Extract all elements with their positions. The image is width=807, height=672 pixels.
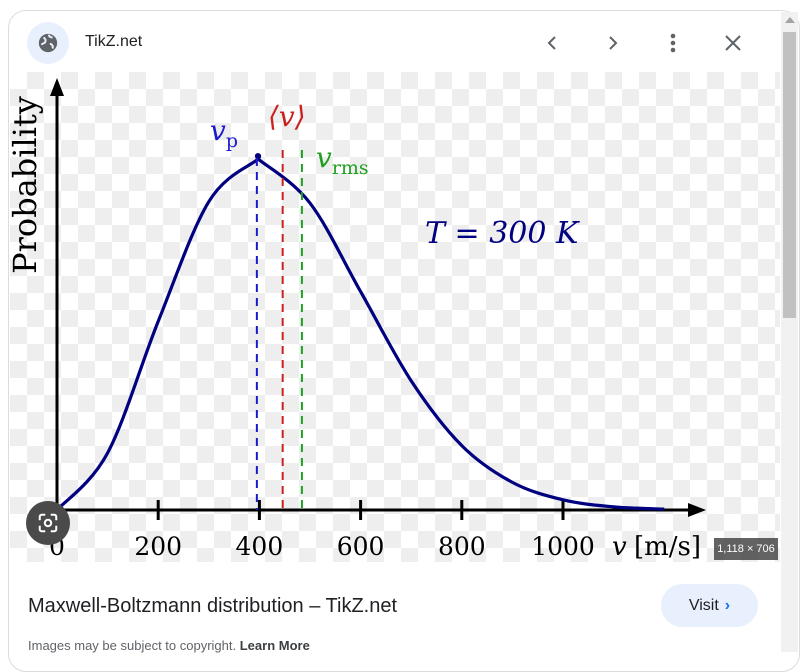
x-tick-label: 400 (236, 532, 284, 561)
visit-button[interactable]: Visit › (661, 584, 758, 627)
y-axis-arrow (50, 78, 64, 96)
preview-image[interactable] (10, 72, 780, 562)
visit-label: Visit (688, 596, 719, 614)
copyright-notice: Images may be subject to copyright. Lear… (28, 638, 310, 653)
temperature-annotation: T = 300 K (425, 216, 580, 251)
google-lens-button[interactable] (26, 501, 70, 545)
result-title[interactable]: Maxwell-Boltzmann distribution – TikZ.ne… (28, 595, 398, 617)
x-axis-unit: [m/s] (634, 532, 701, 562)
image-dimensions-badge: 1,118 × 706 (714, 538, 778, 560)
x-tick-label: 800 (438, 532, 486, 561)
scrollbar[interactable] (781, 12, 798, 652)
x-tick-label: 1000 (531, 532, 595, 561)
distribution-curve (55, 153, 665, 512)
y-axis-label: Probability (6, 96, 44, 274)
marker-label-2: vrms (316, 141, 369, 179)
lens-icon (38, 513, 58, 533)
scroll-up-icon[interactable] (785, 17, 795, 23)
globe-icon (27, 22, 69, 64)
more-vert-icon[interactable] (658, 28, 688, 58)
copyright-text: Images may be subject to copyright. (28, 638, 237, 653)
x-axis-var: v (612, 532, 627, 562)
scrollbar-thumb[interactable] (783, 32, 796, 318)
x-tick-label: 200 (134, 532, 182, 561)
x-tick-label: 600 (337, 532, 385, 561)
chevron-right-icon[interactable] (598, 28, 628, 58)
chevron-right-icon: › (724, 596, 731, 614)
x-axis-arrow (688, 503, 706, 517)
close-icon[interactable] (718, 28, 748, 58)
learn-more-link[interactable]: Learn More (239, 638, 310, 653)
marker-label-1: ⟨v⟩ (268, 100, 306, 133)
site-name[interactable]: TikZ.net (85, 33, 143, 50)
chevron-left-icon[interactable] (537, 28, 567, 58)
marker-label-0: vp (210, 114, 238, 152)
